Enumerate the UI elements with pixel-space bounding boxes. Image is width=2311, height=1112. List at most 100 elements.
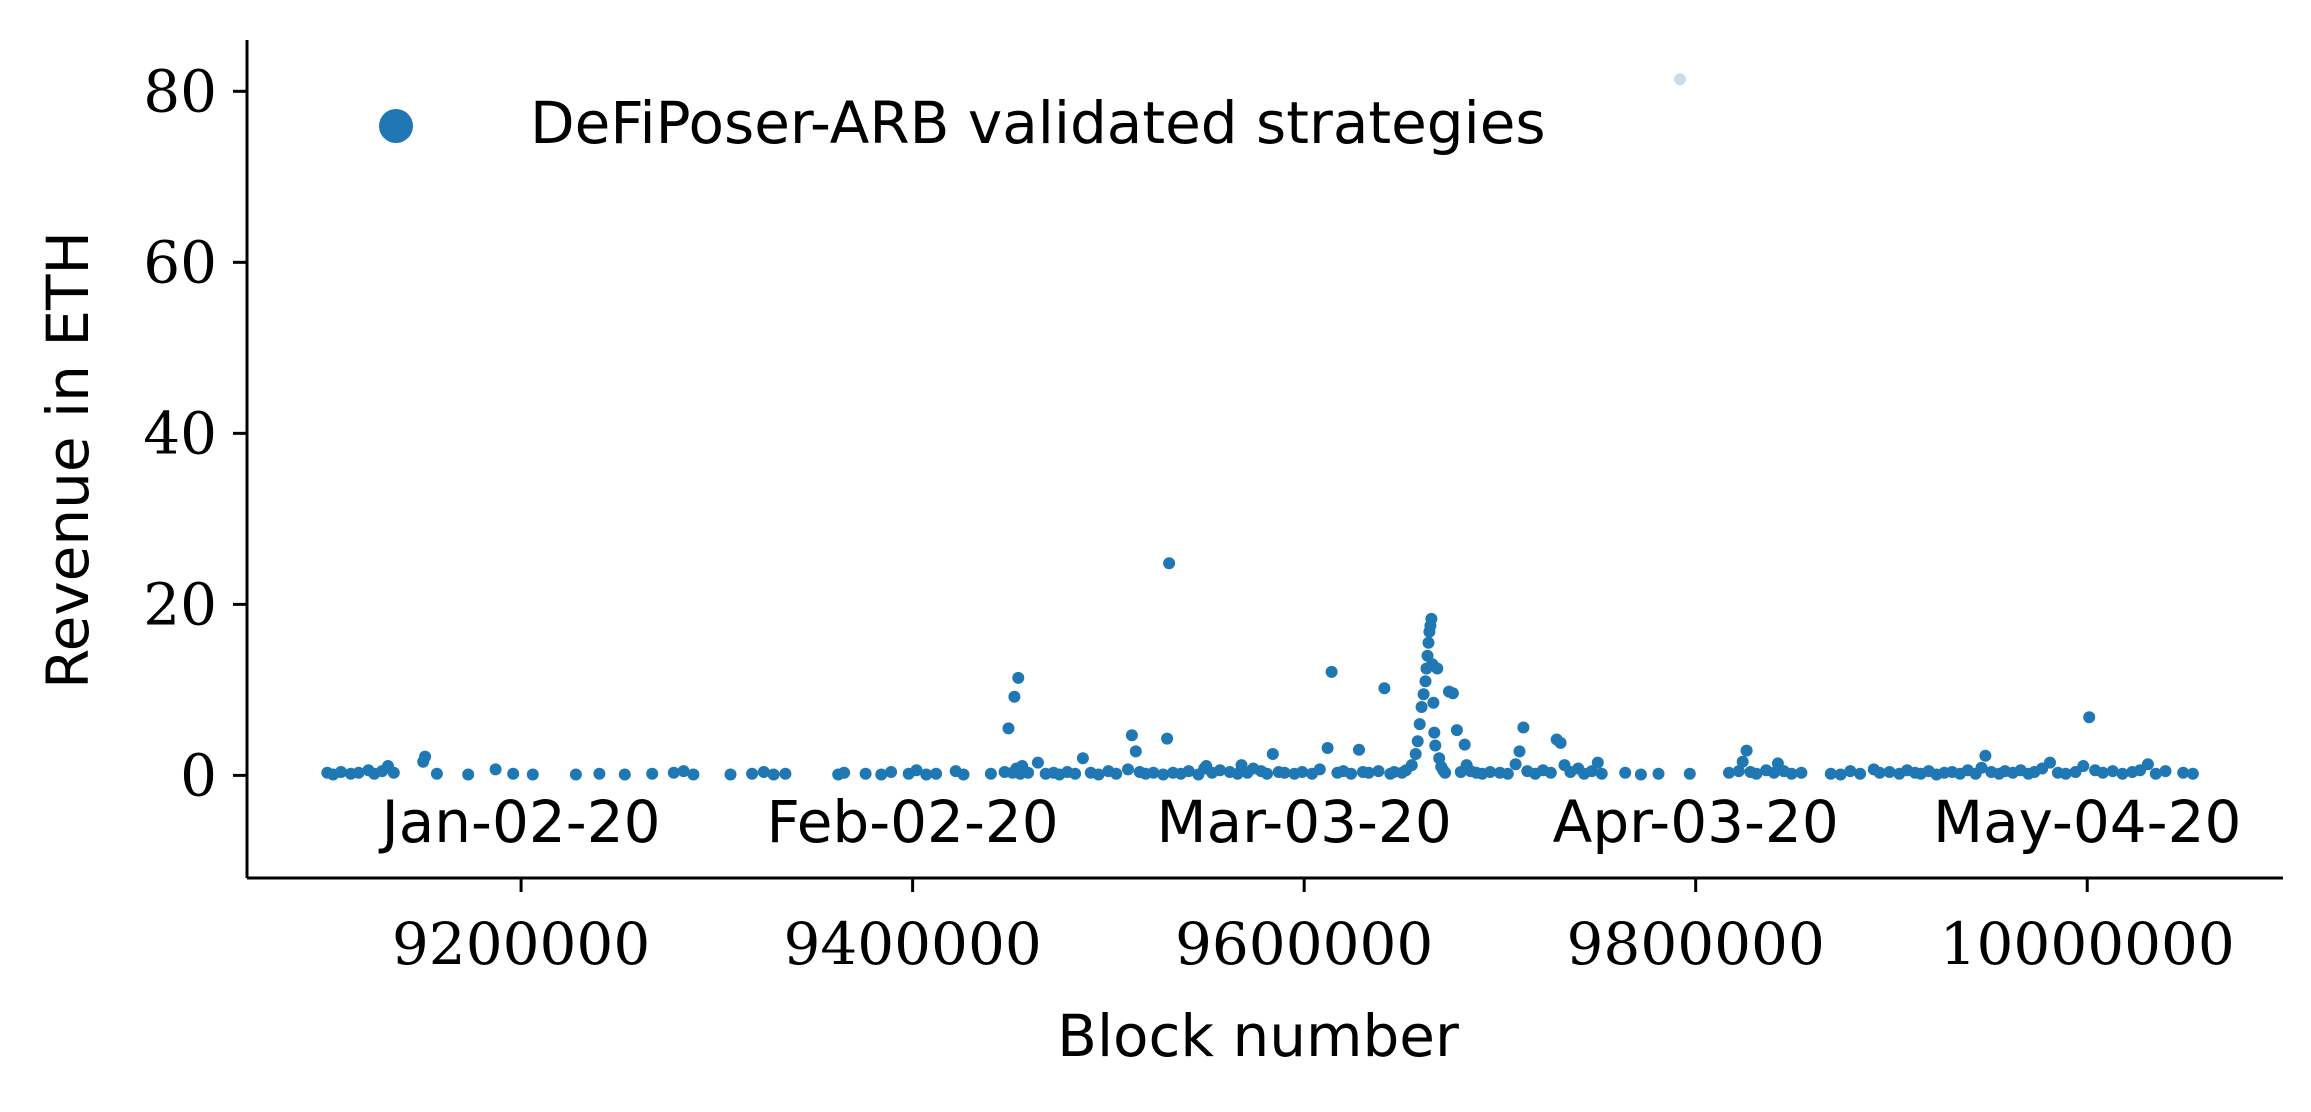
data-point [2116, 767, 2129, 780]
data-point [687, 768, 700, 781]
data-point [1419, 675, 1432, 688]
data-point [593, 767, 606, 780]
data-point [1411, 735, 1424, 748]
x-tick-label: 9400000 [783, 910, 1041, 978]
data-point [1975, 761, 1988, 774]
data-point [1092, 768, 1105, 781]
data-point [1732, 765, 1745, 778]
data-point [1129, 745, 1142, 758]
data-point [1125, 729, 1138, 742]
data-point [1353, 743, 1365, 756]
data-point [462, 768, 475, 781]
data-point [1069, 767, 1082, 780]
date-label: Feb-02-20 [767, 788, 1059, 856]
data-point [1345, 767, 1358, 780]
data-point [1795, 766, 1808, 779]
data-point [1413, 718, 1426, 731]
data-point [1429, 739, 1442, 752]
data-point [1405, 759, 1418, 772]
data-point [1378, 682, 1391, 695]
data-point [1372, 765, 1385, 778]
data-point [1296, 766, 1309, 778]
date-label: Mar-03-20 [1157, 788, 1452, 856]
data-point [859, 767, 872, 780]
data-point [930, 767, 943, 780]
data-point [1313, 763, 1326, 776]
data-point [489, 763, 502, 776]
data-point [838, 766, 851, 779]
data-point [757, 766, 770, 778]
data-point [1321, 742, 1334, 754]
points-layer [321, 73, 2199, 781]
data-point [1147, 766, 1160, 779]
data-point [779, 767, 792, 780]
data-point [1834, 768, 1847, 781]
legend-label: DeFiPoser-ARB validated strategies [530, 89, 1546, 157]
x-tick-label: 9200000 [392, 910, 650, 978]
data-point [1674, 73, 1686, 86]
data-point [1750, 767, 1763, 780]
data-point [1012, 671, 1025, 684]
data-point [1595, 767, 1608, 780]
data-point [910, 764, 923, 777]
data-point [335, 766, 347, 778]
x-tick-label: 9600000 [1175, 910, 1433, 978]
data-point [1163, 557, 1176, 570]
data-point [2149, 767, 2162, 780]
data-point [1501, 767, 1514, 780]
data-point [1439, 766, 1452, 779]
data-point [1785, 767, 1798, 780]
data-point [957, 768, 970, 781]
data-point [1022, 766, 1035, 779]
data-point [2186, 767, 2199, 780]
data-point [1362, 766, 1375, 779]
data-point [1619, 766, 1632, 779]
data-point [507, 767, 520, 780]
data-point [1509, 758, 1522, 771]
data-point [1513, 745, 1526, 758]
data-point [2159, 765, 2172, 778]
y-tick-label: 80 [143, 57, 217, 125]
y-tick-label: 20 [143, 570, 217, 638]
data-point [1427, 696, 1440, 709]
date-label: Apr-03-20 [1553, 788, 1839, 856]
y-tick-label: 60 [143, 228, 217, 296]
data-point [618, 768, 631, 781]
data-point [2141, 758, 2154, 771]
legend-marker [379, 109, 413, 143]
data-point [1768, 766, 1780, 779]
data-point [1854, 767, 1867, 780]
data-point [1425, 612, 1438, 625]
data-point [875, 768, 888, 781]
data-point [1409, 748, 1422, 760]
data-point [1883, 766, 1896, 778]
data-point [1824, 767, 1837, 780]
data-point [419, 750, 432, 763]
data-point [646, 767, 659, 780]
x-axis-label: Block number [1057, 1002, 1459, 1070]
y-axis-ticks: 0 20 40 60 80 [143, 57, 247, 809]
data-point [2077, 760, 2090, 772]
data-point [1736, 755, 1749, 768]
data-point [569, 768, 582, 781]
data-point [677, 765, 690, 778]
data-point [352, 766, 365, 779]
data-point [2059, 767, 2072, 780]
data-point [2096, 766, 2109, 779]
data-point [746, 767, 759, 780]
data-point [2044, 756, 2056, 769]
data-point [667, 766, 680, 779]
data-point [1415, 701, 1428, 713]
date-labels: Jan-02-20 Feb-02-20 Mar-03-20 Apr-03-20 May-… [379, 788, 2242, 856]
data-point [724, 768, 737, 781]
data-point [1266, 748, 1279, 760]
data-point [430, 767, 443, 780]
data-point [1214, 764, 1226, 777]
data-point [920, 768, 933, 781]
data-point [1325, 665, 1338, 678]
data-point [1585, 765, 1598, 778]
data-point [1110, 767, 1123, 780]
data-point [1683, 767, 1696, 780]
data-point [1182, 765, 1195, 778]
data-point [387, 766, 400, 779]
